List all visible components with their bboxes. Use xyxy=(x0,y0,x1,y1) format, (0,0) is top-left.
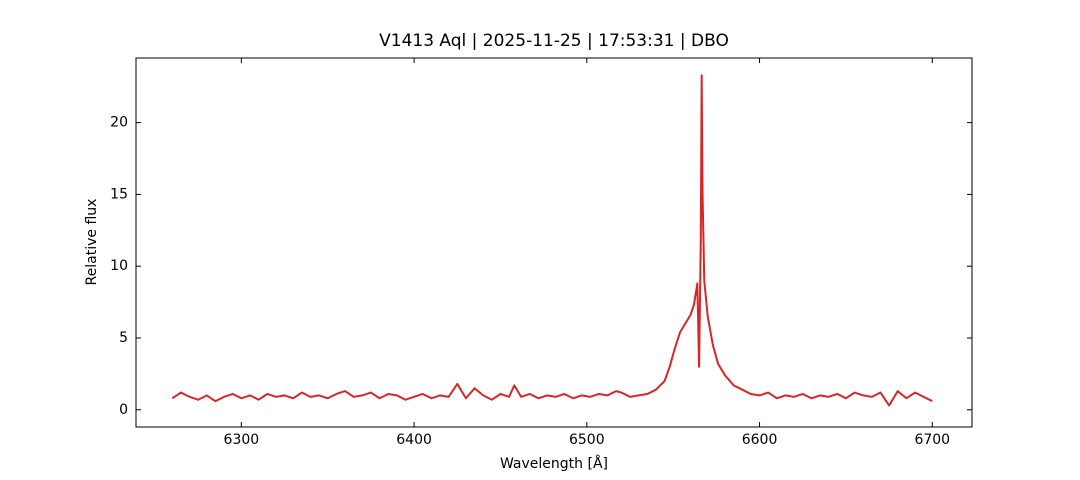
spectrum-line xyxy=(171,74,933,407)
y-tick-label: 5 xyxy=(119,330,128,346)
chart-title: V1413 Aql | 2025-11-25 | 17:53:31 | DBO xyxy=(379,31,729,51)
y-tick-label: 15 xyxy=(110,186,128,202)
x-axis-label: Wavelength [Å] xyxy=(500,455,608,472)
x-tick-label: 6500 xyxy=(569,432,605,448)
plot-frame xyxy=(135,57,973,428)
y-tick-label: 0 xyxy=(119,402,128,418)
x-tick-label: 6700 xyxy=(914,432,950,448)
y-axis-label: Relative flux xyxy=(84,199,100,286)
x-tick-label: 6300 xyxy=(224,432,260,448)
x-tick-label: 6400 xyxy=(396,432,432,448)
y-tick-label: 10 xyxy=(110,258,128,274)
x-tick-label: 6600 xyxy=(742,432,778,448)
y-tick-label: 20 xyxy=(110,115,128,131)
